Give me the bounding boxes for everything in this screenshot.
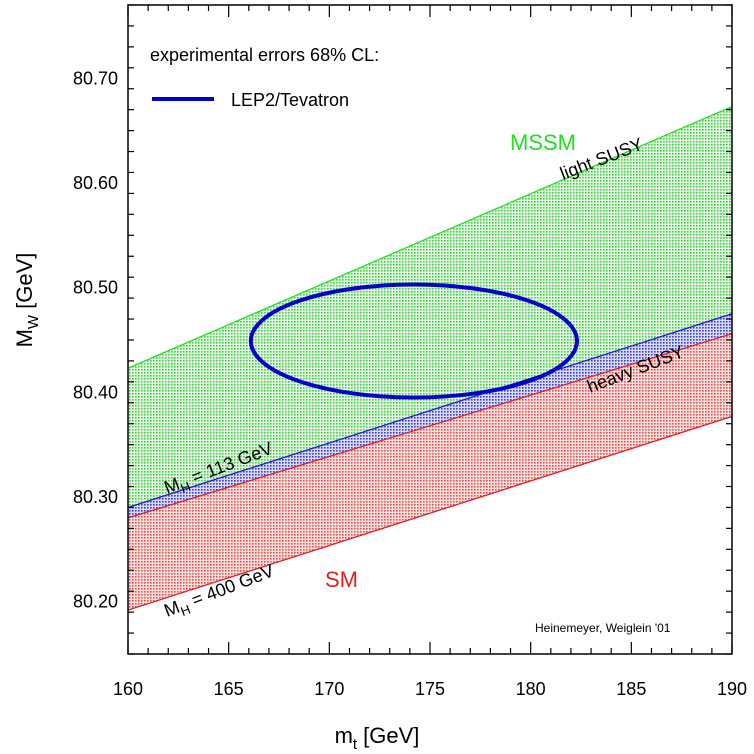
y-tick-label: 80.50 bbox=[73, 278, 118, 298]
legend: experimental errors 68% CL: LEP2/Tevatro… bbox=[150, 45, 379, 110]
legend-entry: LEP2/Tevatron bbox=[231, 90, 349, 110]
x-tick-label: 160 bbox=[113, 679, 143, 699]
x-tick-label: 190 bbox=[717, 679, 747, 699]
x-tick-label: 170 bbox=[314, 679, 344, 699]
band-0-upper-edge bbox=[128, 105, 732, 369]
band-2-upper-edge bbox=[128, 333, 732, 519]
mssm-label: MSSM bbox=[510, 130, 576, 155]
band-1 bbox=[128, 313, 732, 518]
x-axis-title-sub: t bbox=[353, 736, 358, 753]
x-axis-title-main: m bbox=[335, 723, 353, 748]
lep2-tevatron-ellipse bbox=[248, 282, 579, 400]
x-axis-title-unit: [GeV] bbox=[357, 723, 419, 748]
sm-label: SM bbox=[325, 567, 358, 592]
band-2-lower-edge bbox=[128, 415, 732, 611]
y-tick-label: 80.20 bbox=[73, 592, 118, 612]
y-axis-title-sub: W bbox=[25, 314, 42, 329]
y-tick-label: 80.70 bbox=[73, 68, 118, 88]
bands bbox=[128, 105, 732, 611]
x-tick-label: 180 bbox=[516, 679, 546, 699]
y-axis-title: MW [GeV] bbox=[12, 253, 42, 348]
mh400-main: M bbox=[161, 597, 182, 621]
ticks: 160 165 170 175 180 185 190 80.20 80.30 80.40 80.5… bbox=[73, 4, 747, 699]
x-tick-label: 175 bbox=[415, 679, 445, 699]
x-axis-title: mt [GeV] bbox=[335, 723, 420, 753]
band-1-upper-edge bbox=[128, 313, 732, 509]
y-axis-title-unit: [GeV] bbox=[12, 253, 37, 315]
y-axis-title-main: M bbox=[12, 329, 37, 347]
y-tick-label: 80.40 bbox=[73, 382, 118, 402]
y-tick-label: 80.30 bbox=[73, 487, 118, 507]
x-tick-label: 185 bbox=[616, 679, 646, 699]
credit-label: Heinemeyer, Weiglein '01 bbox=[535, 621, 671, 635]
y-tick-label: 80.60 bbox=[73, 173, 118, 193]
mh113-main: M bbox=[161, 474, 182, 498]
legend-title: experimental errors 68% CL: bbox=[150, 45, 379, 65]
x-tick-label: 165 bbox=[214, 679, 244, 699]
band-2 bbox=[128, 333, 732, 611]
ellipse-layer bbox=[248, 282, 579, 400]
band-0 bbox=[128, 106, 732, 515]
